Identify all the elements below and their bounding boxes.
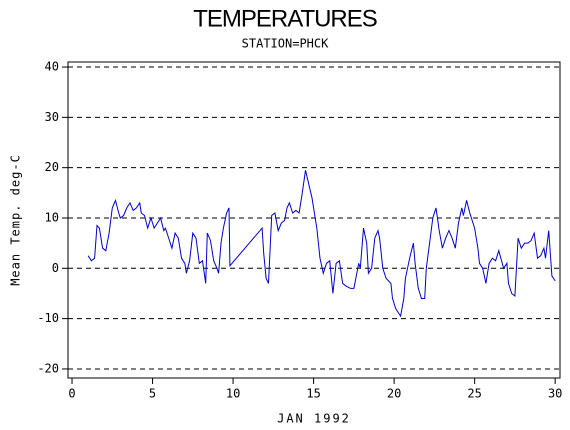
x-tick-label: 0	[68, 387, 75, 401]
y-tick-label: 20	[45, 160, 59, 174]
y-tick-label: 0	[52, 261, 59, 275]
y-tick-label: -10	[37, 311, 59, 325]
y-tick-label: 40	[45, 60, 59, 74]
x-tick-label: 20	[387, 387, 401, 401]
y-axis-label: Mean Temp. deg-C	[9, 154, 23, 286]
x-tick-label: 10	[226, 387, 240, 401]
y-tick-label: 10	[45, 210, 59, 224]
x-tick-label: 25	[467, 387, 481, 401]
chart-subtitle: STATION=PHCK	[242, 37, 329, 51]
x-tick-label: 5	[149, 387, 156, 401]
x-axis-label: JAN 1992	[277, 412, 351, 426]
plot-frame	[67, 61, 561, 379]
chart-title: TEMPERATURES	[193, 5, 377, 32]
y-tick-label: -20	[37, 361, 59, 375]
y-tick-label: 30	[45, 110, 59, 124]
data-line	[87, 170, 556, 318]
x-tick-label: 30	[548, 387, 562, 401]
x-tick-label: 15	[306, 387, 320, 401]
